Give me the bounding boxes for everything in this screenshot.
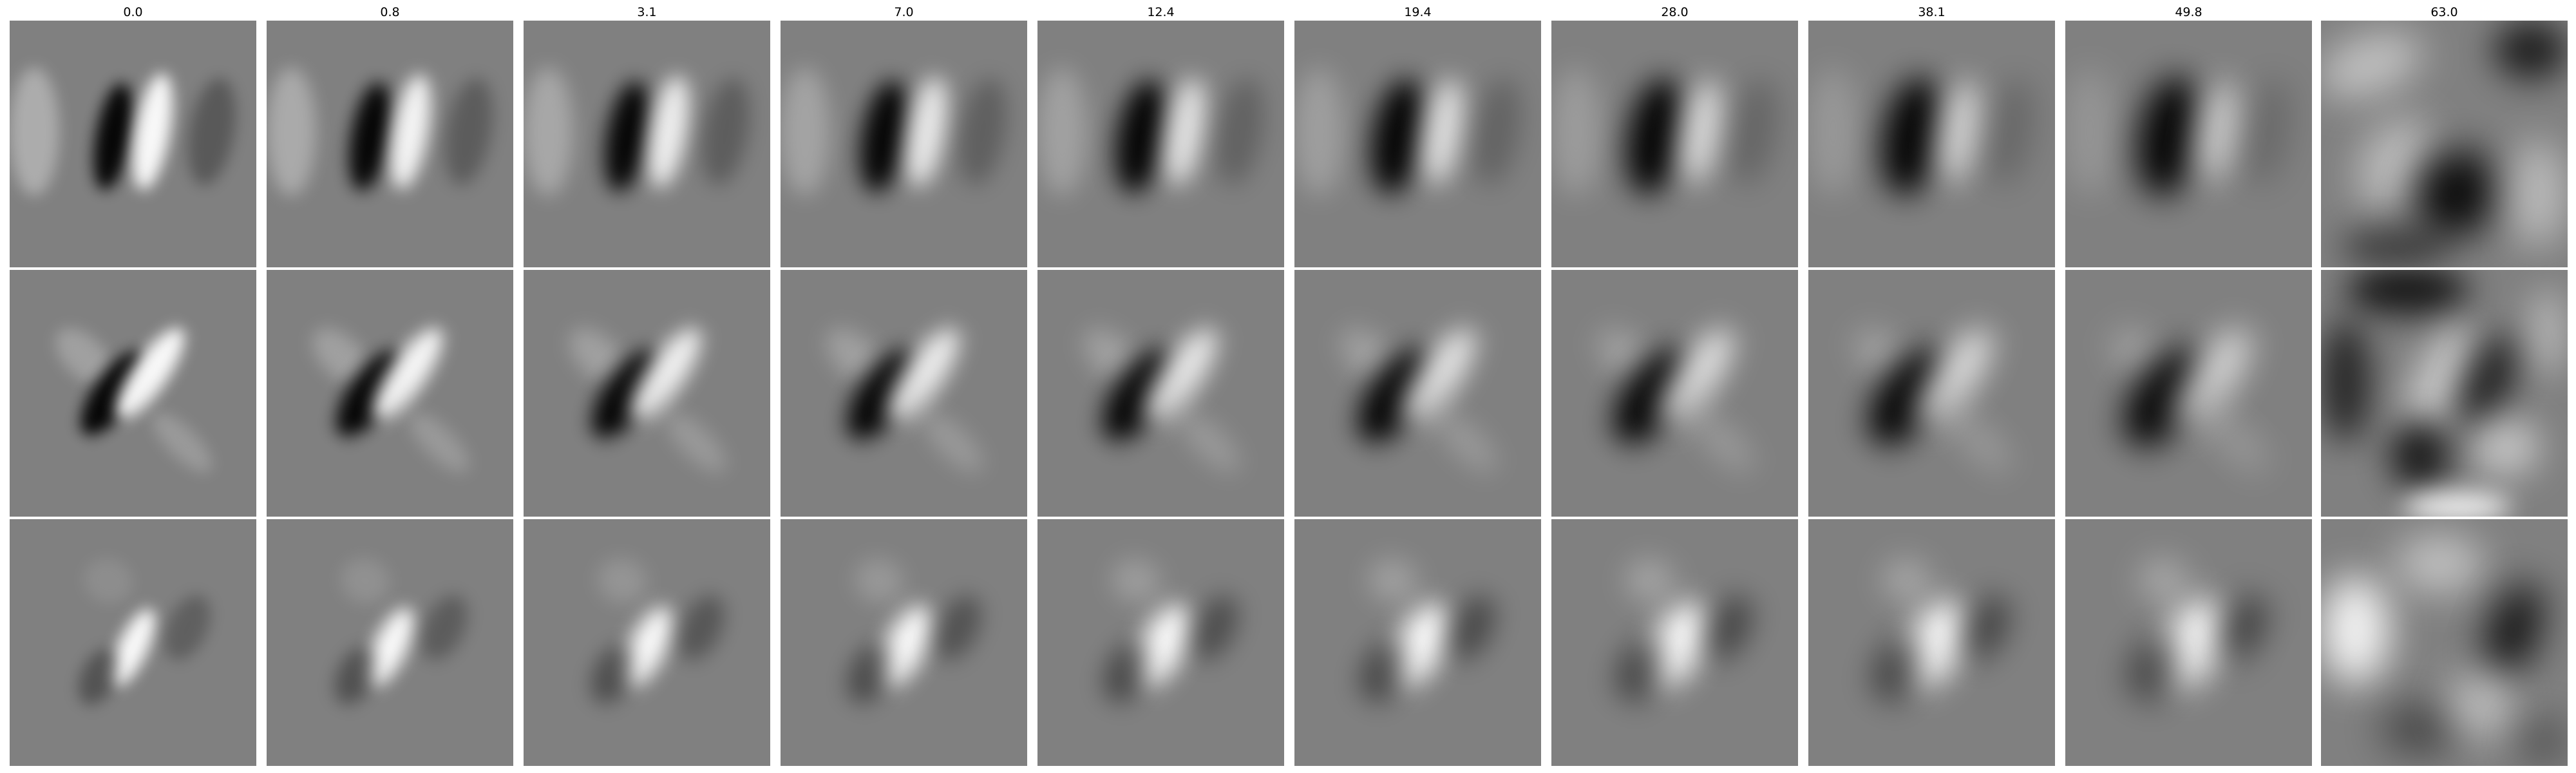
filter-image [1037, 519, 1284, 766]
column-title: 7.0 [894, 5, 914, 19]
filter-image [2065, 270, 2312, 517]
filter-image [1037, 270, 1284, 517]
filter-image [2321, 21, 2568, 267]
filter-panel [524, 519, 770, 766]
filter-image [1294, 270, 1541, 517]
filter-panel [267, 519, 513, 766]
filter-image [524, 270, 770, 517]
filter-image [1551, 519, 1798, 766]
filter-panel [1037, 519, 1284, 766]
filter-panel [10, 519, 256, 766]
filter-image [524, 519, 770, 766]
filter-panel [1551, 270, 1798, 517]
column-title: 19.4 [1404, 5, 1432, 19]
filter-panel [267, 270, 513, 517]
column-title: 38.1 [1918, 5, 1946, 19]
filter-panel [2321, 270, 2568, 517]
column-title: 49.8 [2175, 5, 2202, 19]
filter-panel [1294, 21, 1541, 267]
filter-image [781, 270, 1027, 517]
filter-image [781, 519, 1027, 766]
filter-panel [1808, 270, 2055, 517]
filter-image [1808, 270, 2055, 517]
filter-panel [10, 21, 256, 267]
filter-image [267, 519, 513, 766]
filter-panel [1808, 519, 2055, 766]
filter-image [1294, 519, 1541, 766]
filter-image [2321, 270, 2568, 517]
filter-image [10, 270, 256, 517]
column-title: 3.1 [637, 5, 657, 19]
filter-panel [2321, 519, 2568, 766]
column-title: 0.8 [380, 5, 400, 19]
filter-image [781, 21, 1027, 267]
filter-image [267, 270, 513, 517]
filter-image [1551, 270, 1798, 517]
filter-panel [2065, 519, 2312, 766]
filter-panel [1294, 519, 1541, 766]
filter-panel [2321, 21, 2568, 267]
filter-image [524, 21, 770, 267]
filter-panel [1294, 270, 1541, 517]
filter-panel [781, 270, 1027, 517]
filter-panel [524, 21, 770, 267]
filter-panel [267, 21, 513, 267]
column-title: 0.0 [123, 5, 143, 19]
filter-image [1294, 21, 1541, 267]
filter-image [10, 519, 256, 766]
filter-image [2065, 21, 2312, 267]
filter-image [2065, 519, 2312, 766]
column-title: 63.0 [2430, 5, 2458, 19]
filter-image [10, 21, 256, 267]
filter-panel [524, 270, 770, 517]
filter-image [2321, 519, 2568, 766]
filter-panel [781, 21, 1027, 267]
filter-image [267, 21, 513, 267]
filter-image [1037, 21, 1284, 267]
filter-panel [1551, 21, 1798, 267]
filter-image [1551, 21, 1798, 267]
filter-panel [1037, 270, 1284, 517]
filter-panel [2065, 270, 2312, 517]
filter-image [1808, 519, 2055, 766]
filter-image [1808, 21, 2055, 267]
column-title: 12.4 [1147, 5, 1175, 19]
filter-panel [10, 270, 256, 517]
filter-panel [1037, 21, 1284, 267]
column-title: 28.0 [1661, 5, 1689, 19]
filter-panel [2065, 21, 2312, 267]
filter-panel [1808, 21, 2055, 267]
filter-panel [781, 519, 1027, 766]
filter-panel [1551, 519, 1798, 766]
